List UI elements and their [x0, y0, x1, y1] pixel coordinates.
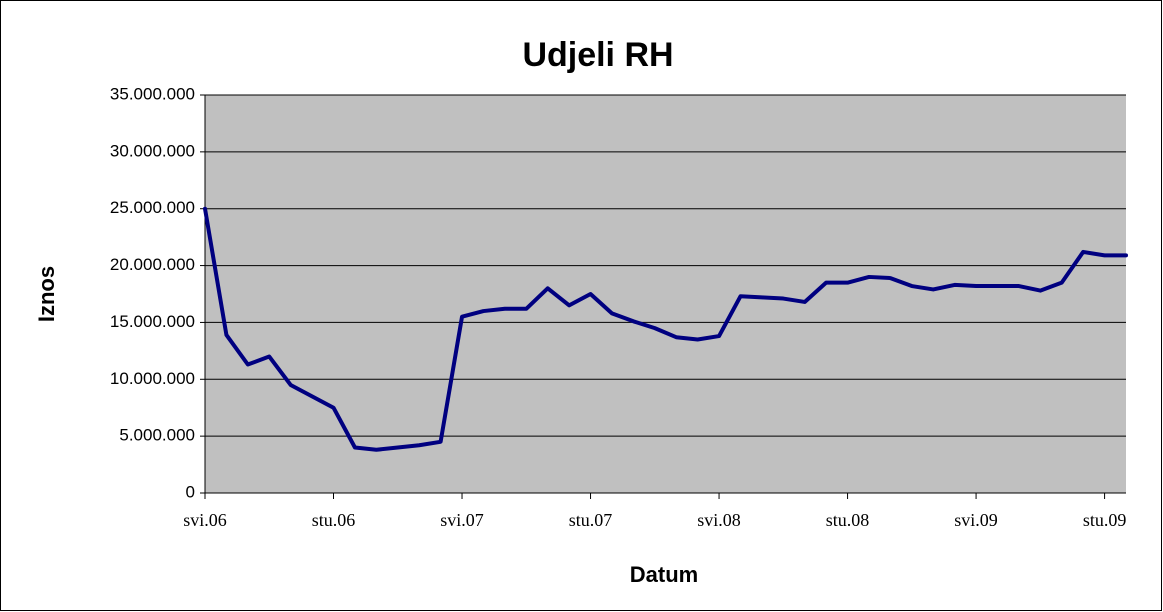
- x-tick-label: stu.07: [569, 510, 613, 530]
- y-axis-label: Iznos: [34, 266, 59, 322]
- x-tick-label: svi.08: [697, 510, 741, 530]
- y-tick-label: 0: [186, 482, 195, 501]
- y-tick-label: 35.000.000: [110, 84, 195, 103]
- y-tick-label: 5.000.000: [119, 426, 195, 445]
- y-tick-label: 30.000.000: [110, 141, 195, 160]
- y-tick-label: 20.000.000: [110, 255, 195, 274]
- x-tick-label: stu.09: [1083, 510, 1127, 530]
- y-tick-label: 25.000.000: [110, 198, 195, 217]
- series-line: [203, 206, 1128, 452]
- plot-area: [205, 95, 1126, 493]
- x-tick-label: stu.06: [312, 510, 356, 530]
- y-tick-label: 10.000.000: [110, 369, 195, 388]
- x-tick-label: svi.06: [183, 510, 227, 530]
- x-tick-label: svi.09: [954, 510, 998, 530]
- x-tick-label: svi.07: [440, 510, 484, 530]
- x-axis-label: Datum: [630, 562, 698, 587]
- x-tick-label: stu.08: [826, 510, 870, 530]
- chart-title: Udjeli RH: [522, 36, 673, 74]
- y-tick-label: 15.000.000: [110, 312, 195, 331]
